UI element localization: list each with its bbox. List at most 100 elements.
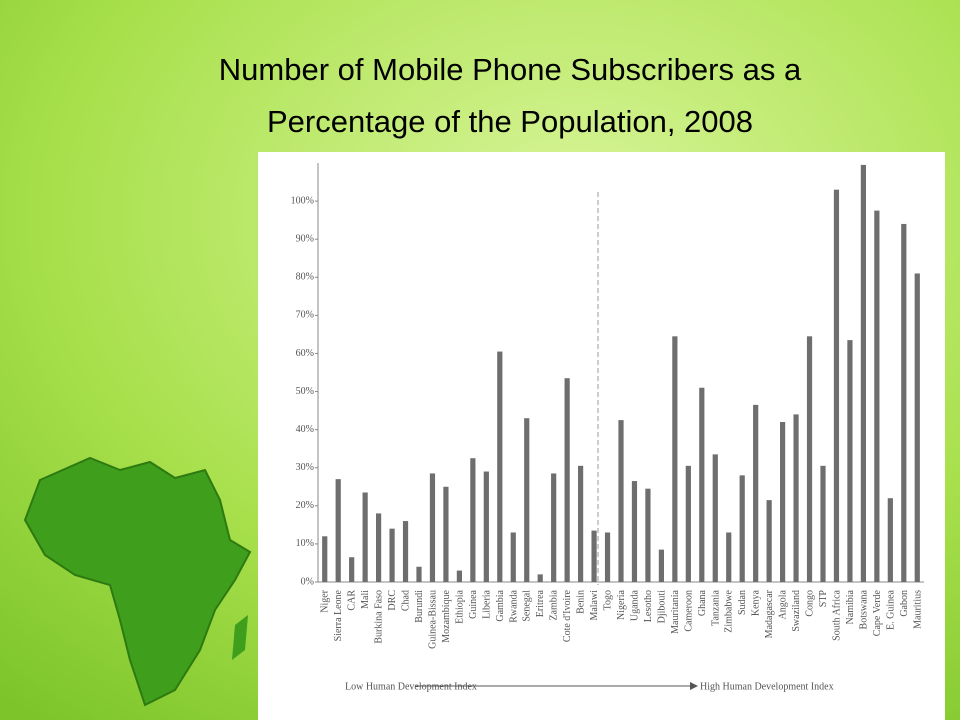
x-axis-label-left: Low Human Development Index (345, 681, 477, 692)
bar (887, 498, 893, 582)
x-tick-label: Malawi (589, 590, 600, 621)
bar (537, 574, 543, 582)
x-tick-label: STP (818, 590, 829, 608)
bar (712, 454, 718, 582)
x-tick-label: Burundi (414, 590, 425, 623)
x-tick-label: Eritrea (535, 589, 546, 617)
bar (914, 273, 920, 582)
bar (672, 336, 678, 582)
x-tick-label: Sierra Leone (333, 589, 344, 641)
x-tick-label: Zimbabwe (724, 589, 735, 632)
africa-map (23, 456, 252, 707)
x-tick-label: South Africa (831, 589, 842, 640)
bar (376, 513, 382, 582)
bar (618, 420, 624, 582)
bar (524, 418, 530, 582)
bar (780, 422, 786, 582)
x-tick-label: Niger (320, 589, 331, 612)
bar (402, 521, 409, 582)
x-tick-label: Tanzania (710, 589, 721, 626)
bar (658, 549, 664, 582)
bar (645, 488, 651, 582)
x-tick-label: DRC (387, 590, 398, 611)
x-tick-label: Burkina Faso (374, 590, 385, 644)
x-tick-label: Cape Verde (872, 589, 883, 636)
bar (443, 486, 449, 582)
y-tick-label: 20% (296, 500, 314, 511)
x-tick-label: Angola (778, 589, 789, 619)
y-tick-label: 80% (296, 272, 314, 283)
x-tick-label: Gambia (495, 589, 506, 621)
bar (874, 210, 880, 582)
x-tick-label: Guinea-Bissau (427, 590, 438, 649)
bar (591, 530, 597, 582)
bar (860, 164, 866, 582)
x-tick-label: Sudan (737, 590, 748, 615)
bar (322, 536, 328, 582)
y-tick-label: 50% (296, 386, 314, 397)
x-tick-label: Ethiopia (454, 589, 465, 623)
bar (726, 532, 732, 582)
x-tick-label: Namibia (845, 589, 856, 624)
y-tick-label: 10% (296, 538, 314, 549)
bar (335, 479, 341, 582)
bar (564, 378, 570, 582)
bar (631, 481, 638, 582)
x-tick-label: Rwanda (508, 589, 519, 622)
arrow-head (690, 682, 698, 690)
bar (389, 528, 395, 582)
x-tick-label: Madagascar (764, 589, 775, 638)
bar (766, 500, 772, 582)
bar (753, 404, 759, 582)
y-tick-label: 90% (296, 233, 314, 244)
bar (551, 473, 557, 582)
x-tick-label: Benin (576, 590, 587, 614)
x-tick-label: Cameroon (683, 590, 694, 632)
bar (806, 336, 813, 582)
x-tick-label: Senegal (522, 590, 533, 622)
x-tick-label: Kenya (751, 589, 762, 616)
bar (901, 223, 907, 583)
x-tick-label: E. Guinea (885, 589, 896, 630)
x-tick-label: Guinea (468, 589, 479, 618)
x-axis-label-right: High Human Development Index (700, 681, 834, 692)
bar (847, 340, 853, 582)
bar (833, 189, 840, 582)
bar (739, 475, 745, 582)
bar (483, 471, 489, 582)
x-tick-label: Swaziland (791, 590, 802, 632)
x-tick-label: Mauritania (670, 589, 681, 633)
bar (470, 458, 476, 582)
x-tick-label: Zambia (549, 589, 560, 620)
x-tick-label: Congo (805, 590, 816, 617)
bar (578, 465, 584, 582)
bar (820, 465, 826, 582)
bar (416, 566, 422, 582)
x-tick-label: Mozambique (441, 589, 452, 642)
x-tick-label: Mali (360, 590, 371, 609)
bar (510, 532, 516, 582)
x-tick-label: Mauritius (912, 590, 923, 629)
chart-panel (258, 152, 945, 720)
x-tick-label: Uganda (629, 589, 640, 621)
bar (362, 492, 368, 582)
bar (793, 414, 799, 582)
y-tick-label: 100% (291, 195, 314, 206)
bar (685, 465, 691, 582)
madagascar-map (232, 615, 248, 660)
x-tick-label: Gabon (899, 590, 910, 617)
y-tick-label: 40% (296, 424, 314, 435)
x-tick-label: Lesotho (643, 590, 654, 622)
x-tick-label: Djibouti (656, 590, 667, 624)
x-tick-label: Nigeria (616, 589, 627, 620)
x-tick-label: Botswana (858, 589, 869, 629)
x-tick-label: Liberia (481, 589, 492, 618)
bar (699, 387, 705, 582)
bar (349, 557, 355, 582)
x-tick-label: Ghana (697, 589, 708, 616)
x-tick-label: Chad (401, 590, 412, 611)
x-tick-label: CAR (347, 590, 358, 611)
bar (456, 570, 462, 582)
